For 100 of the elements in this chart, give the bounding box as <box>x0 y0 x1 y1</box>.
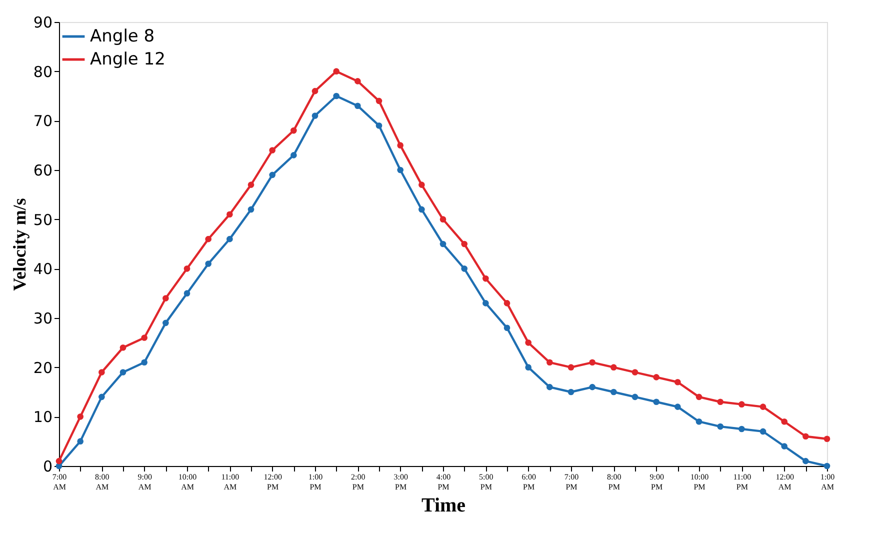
x-tick-label: 12:00 AM <box>776 472 794 492</box>
point <box>717 398 724 406</box>
y-tick-label: 10 <box>33 408 52 426</box>
point <box>568 364 574 370</box>
y-tick-label: 20 <box>33 358 52 377</box>
y-tick-label: 0 <box>42 458 52 476</box>
legend-label: Angle 8 <box>90 26 155 46</box>
point <box>674 404 681 410</box>
x-tick-label: 8:00 PM <box>607 472 622 492</box>
point <box>290 152 297 158</box>
y-tick-label: 30 <box>33 310 52 328</box>
point <box>482 275 489 282</box>
x-tick-label: 11:00 PM <box>733 472 752 492</box>
point <box>589 359 596 366</box>
point <box>589 384 596 390</box>
point <box>760 404 766 410</box>
point <box>568 388 574 396</box>
point <box>376 98 382 104</box>
point <box>546 359 553 366</box>
point <box>184 266 190 272</box>
y-tick-label: 70 <box>33 112 52 130</box>
point <box>824 436 830 442</box>
point <box>802 458 809 464</box>
point <box>418 182 425 188</box>
point <box>141 334 148 341</box>
point <box>653 374 660 380</box>
point <box>418 206 425 213</box>
point <box>632 394 638 400</box>
y-tick-label: 60 <box>33 162 52 180</box>
legend-label: Angle 12 <box>90 50 166 70</box>
point <box>269 147 276 154</box>
point <box>312 112 318 119</box>
point <box>77 414 84 420</box>
point <box>205 236 212 242</box>
x-tick-label: 4:00 PM <box>436 472 451 492</box>
point <box>141 359 148 366</box>
point <box>162 295 169 302</box>
y-axis-title: Velocity m/s <box>9 198 30 291</box>
point <box>674 378 681 386</box>
x-tick-label: 7:00 PM <box>564 472 579 492</box>
point <box>546 384 553 390</box>
point <box>504 324 510 332</box>
point <box>354 102 361 110</box>
point <box>269 172 276 178</box>
x-tick-label: 6:00 PM <box>522 472 536 492</box>
point <box>312 88 318 94</box>
point <box>482 300 489 306</box>
point <box>98 394 105 400</box>
point <box>248 206 254 213</box>
point <box>461 240 468 248</box>
point <box>290 127 297 134</box>
y-tick-label: 50 <box>33 210 52 229</box>
point <box>397 166 404 174</box>
point <box>610 364 617 370</box>
point <box>226 236 233 242</box>
point <box>696 418 702 425</box>
x-tick-label: 12:00 PM <box>264 472 282 492</box>
point <box>610 388 617 396</box>
point <box>333 68 340 74</box>
point <box>226 211 233 218</box>
x-tick-label: 3:00 PM <box>394 472 408 492</box>
x-tick-label: 5:00 PM <box>479 472 494 492</box>
point <box>781 443 788 450</box>
point <box>376 122 382 129</box>
point <box>397 142 404 148</box>
point <box>717 423 724 430</box>
x-tick-label: 9:00 AM <box>138 472 152 492</box>
x-tick-label: 2:00 PM <box>351 472 366 492</box>
point <box>248 182 254 188</box>
point <box>461 266 468 272</box>
point <box>440 240 446 248</box>
y-tick-label: 40 <box>33 260 52 278</box>
point <box>525 340 532 346</box>
point <box>504 300 510 306</box>
point <box>525 364 532 370</box>
point <box>98 369 105 376</box>
point <box>802 433 809 440</box>
point <box>120 344 126 351</box>
point <box>738 401 745 408</box>
y-tick-label: 90 <box>33 14 52 32</box>
point <box>77 438 84 444</box>
point <box>184 290 190 296</box>
point <box>781 418 788 425</box>
point <box>205 260 212 267</box>
point <box>354 78 361 84</box>
x-tick-label: 11:00 AM <box>221 472 240 492</box>
x-tick-label: 1:00 AM <box>820 472 835 492</box>
point <box>440 216 446 222</box>
y-tick-label: 80 <box>33 62 52 81</box>
point <box>824 462 830 470</box>
point <box>162 320 169 326</box>
point <box>653 398 660 406</box>
x-axis-title: Time <box>421 494 466 516</box>
point <box>120 369 126 376</box>
x-tick-label: 9:00 PM <box>650 472 664 492</box>
x-tick-label: 10:00 PM <box>690 472 709 492</box>
point <box>56 458 62 464</box>
point <box>632 369 638 376</box>
x-tick-label: 10:00 AM <box>178 472 197 492</box>
x-tick-label: 7:00 AM <box>52 472 67 492</box>
